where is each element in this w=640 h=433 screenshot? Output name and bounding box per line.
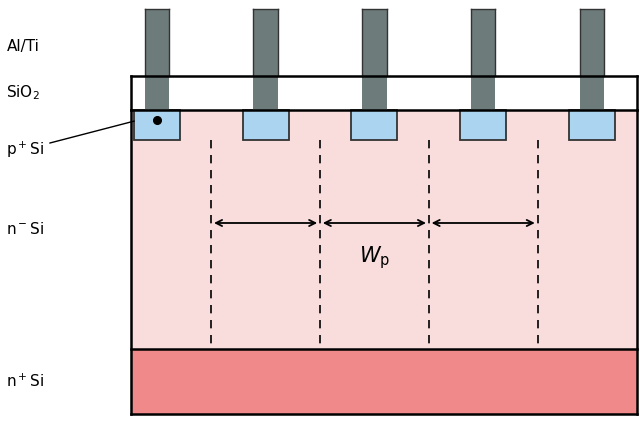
Bar xyxy=(131,76,637,110)
Bar xyxy=(243,110,289,140)
Text: Al/Ti: Al/Ti xyxy=(6,39,39,54)
Text: n$^+$Si: n$^+$Si xyxy=(6,372,44,390)
Bar xyxy=(131,110,637,349)
Text: SiO$_2$: SiO$_2$ xyxy=(6,84,40,103)
Bar xyxy=(131,349,637,414)
Bar xyxy=(145,9,169,110)
Bar xyxy=(471,9,495,110)
Text: $W_{\rm p}$: $W_{\rm p}$ xyxy=(359,244,390,271)
Text: p$^+$Si: p$^+$Si xyxy=(6,121,134,159)
Bar xyxy=(351,110,397,140)
Bar xyxy=(362,9,387,110)
Text: n$^-$Si: n$^-$Si xyxy=(6,222,44,237)
Bar xyxy=(569,110,615,140)
Bar xyxy=(580,9,604,110)
Bar xyxy=(460,110,506,140)
Bar xyxy=(253,9,278,110)
Bar xyxy=(134,110,180,140)
